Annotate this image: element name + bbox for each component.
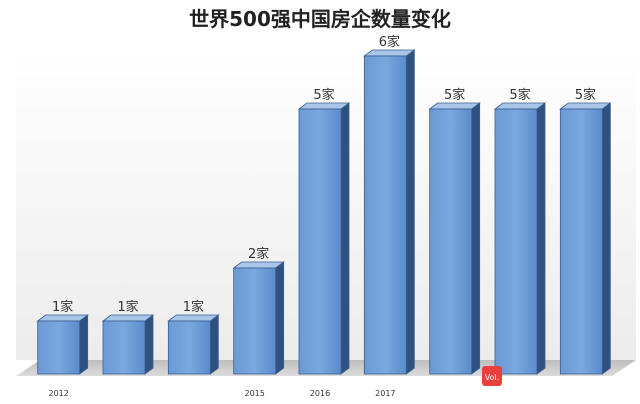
bar-top <box>428 102 481 110</box>
data-label-4: 2家 <box>248 246 269 262</box>
bar-side <box>405 49 415 375</box>
bar-top <box>101 314 155 322</box>
bar-side <box>471 102 481 375</box>
bar-front <box>363 55 407 375</box>
bar-top <box>232 261 285 269</box>
bar-side <box>144 314 154 375</box>
bar-front <box>494 108 538 375</box>
watermark-badge <box>482 366 502 386</box>
bar-2 <box>101 314 155 375</box>
bar-side <box>536 102 546 375</box>
bar-front <box>37 320 81 375</box>
data-label-7: 5家 <box>444 87 465 103</box>
data-label-8: 5家 <box>509 87 530 103</box>
bar-5 <box>297 102 351 375</box>
bar-4 <box>232 261 285 375</box>
bar-6 <box>363 49 416 375</box>
bar-top <box>559 102 612 110</box>
data-label-2: 1家 <box>117 299 138 315</box>
data-label-1: 1家 <box>52 299 73 315</box>
chart-title: 世界500强中国房企数量变化 <box>189 7 451 31</box>
bar-side <box>209 314 219 375</box>
bar-top <box>297 102 351 110</box>
bar-series <box>36 49 612 375</box>
x-tick-label-1: 2012 <box>48 389 68 398</box>
bar-side <box>275 261 285 375</box>
bar-front <box>167 320 211 375</box>
watermark-badge-text: Vol. <box>485 373 500 382</box>
bar-front <box>559 108 603 375</box>
x-tick-label-4: 2015 <box>244 389 264 398</box>
bar-top <box>167 314 220 322</box>
x-tick-label-6: 2017 <box>375 389 395 398</box>
bar-front <box>298 108 342 375</box>
x-tick-label-5: 2016 <box>310 389 330 398</box>
data-label-5: 5家 <box>313 87 334 103</box>
data-label-3: 1家 <box>183 299 204 315</box>
bar-side <box>601 102 611 375</box>
bar-side <box>79 314 89 375</box>
bar-9 <box>559 102 612 375</box>
x-axis-ticks: 2012 2015 2016 2017 <box>48 389 395 398</box>
bar-top <box>36 314 89 322</box>
bar-front <box>102 320 146 375</box>
data-labels: 1家 1家 1家 2家 5家 6家 5家 5家 5家 <box>52 34 596 315</box>
bar-8 <box>493 102 547 375</box>
bar-front <box>233 267 277 375</box>
watermark: Vol. <box>482 366 502 386</box>
bar-3 <box>167 314 220 375</box>
bar-1 <box>36 314 89 375</box>
bar-top <box>363 49 416 57</box>
data-label-9: 5家 <box>575 87 596 103</box>
data-label-6: 6家 <box>379 34 400 50</box>
bar-front <box>429 108 473 375</box>
bar-side <box>340 102 350 375</box>
bar-7 <box>428 102 481 375</box>
bar-top <box>493 102 547 110</box>
